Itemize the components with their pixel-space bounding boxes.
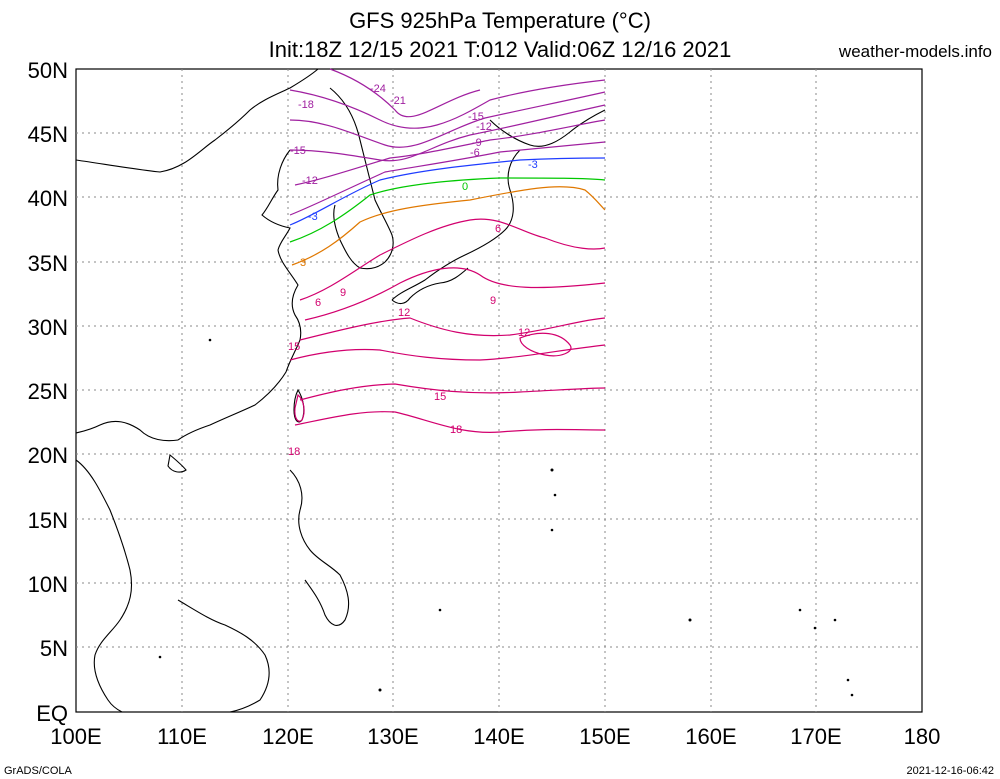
lon-tick-label: 160E (685, 724, 736, 749)
lat-tick-label: 15N (28, 508, 68, 533)
lon-tick-label: 100E (50, 724, 101, 749)
site-credit: weather-models.info (838, 42, 992, 61)
lat-tick-label: 30N (28, 315, 68, 340)
contour-label: 12 (518, 327, 530, 339)
contour-label: -24 (370, 83, 386, 95)
lat-tick-label: 50N (28, 58, 68, 83)
contour-label: -15 (468, 111, 484, 123)
contour-label: 0 (462, 181, 468, 193)
contour-label: -6 (470, 147, 480, 159)
isotherms (289, 68, 606, 433)
lat-tick-label: 40N (28, 186, 68, 211)
contour-label: 18 (288, 446, 300, 458)
grads-credit: GrADS/COLA (4, 765, 72, 777)
lon-tick-label: 110E (157, 724, 207, 749)
islands (158, 338, 854, 697)
contour-label: 18 (450, 424, 462, 436)
grid (76, 69, 922, 712)
lat-tick-label: 5N (40, 636, 68, 661)
contour-label: -3 (528, 159, 538, 171)
lon-tick-label: 180 (904, 724, 941, 749)
contour-label: 6 (315, 297, 321, 309)
map-subtitle: Init:18Z 12/15 2021 T:012 Valid:06Z 12/1… (268, 37, 732, 62)
contour-labels: -24 -21 -18 -15 -15 -12 -12 -9 -6 -3 -3 … (288, 83, 538, 458)
lat-tick-label: 25N (28, 379, 68, 404)
contour-label: 9 (340, 287, 346, 299)
lat-tick-label: 35N (28, 251, 68, 276)
lon-tick-label: 170E (790, 724, 841, 749)
lon-tick-label: 130E (367, 724, 418, 749)
contour-label: 6 (495, 223, 501, 235)
contour-label: 12 (398, 307, 410, 319)
contour-label: -18 (298, 99, 314, 111)
map-title: GFS 925hPa Temperature (°C) (349, 8, 651, 33)
contour-label: 15 (288, 341, 300, 353)
contour-label: 3 (300, 257, 306, 269)
contour-label: -3 (308, 211, 318, 223)
lat-axis: 50N 45N 40N 35N 30N 25N 20N 15N 10N 5N E… (28, 58, 68, 726)
contour-label: -21 (390, 95, 406, 107)
contour-label: -12 (302, 175, 318, 187)
lon-tick-label: 140E (473, 724, 524, 749)
render-timestamp: 2021-12-16-06:42 (906, 765, 994, 777)
coastlines (75, 68, 606, 713)
lat-tick-label: 20N (28, 443, 68, 468)
contour-label: -9 (472, 137, 482, 149)
lat-tick-label: 10N (28, 572, 68, 597)
lon-tick-label: 150E (579, 724, 630, 749)
contour-label: 15 (434, 391, 446, 403)
contour-label: -12 (476, 121, 492, 133)
contour-label: 9 (490, 295, 496, 307)
lon-tick-label: 120E (262, 724, 313, 749)
lat-tick-label: 45N (28, 122, 68, 147)
lat-tick-label: EQ (36, 701, 68, 726)
contour-label: -15 (290, 145, 306, 157)
lon-axis: 100E 110E 120E 130E 140E 150E 160E 170E … (50, 724, 940, 749)
